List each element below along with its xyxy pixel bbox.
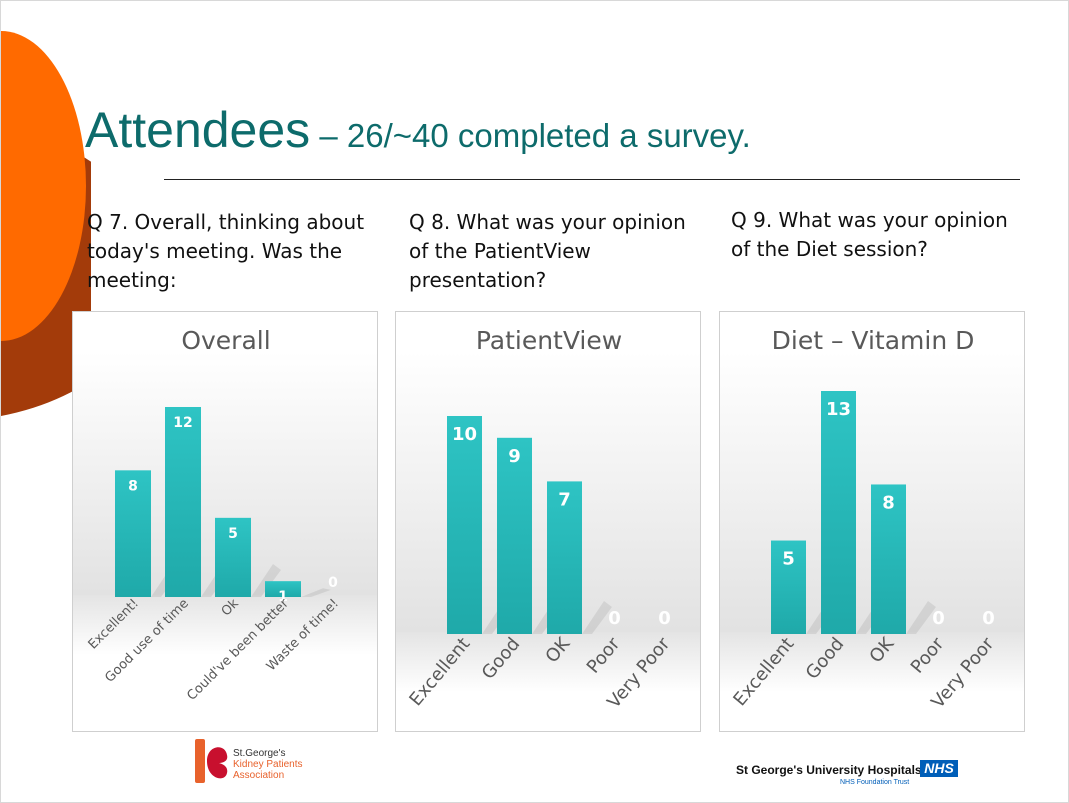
- title-subtitle: – 26/~40 completed a survey.: [310, 117, 751, 154]
- bar-shadow: [906, 601, 936, 634]
- chart-overall: Overall 8 Excellent! 12 Good use of time 5 Ok 1…: [72, 311, 378, 732]
- data-label: 0: [658, 608, 671, 629]
- ska-line-3: Association: [233, 770, 285, 781]
- data-label: 0: [328, 575, 338, 591]
- chart-floor: [396, 632, 700, 692]
- trust-subtitle: NHS Foundation Trust: [840, 779, 910, 786]
- chart-patientview: PatientView 10 Excellent 9 Good 7 OK 0 Poor 0 Very…: [395, 311, 701, 732]
- data-label: 0: [982, 608, 995, 629]
- question-8: Q 8. What was your opinion of the Patien…: [409, 210, 686, 292]
- data-label: 5: [782, 549, 795, 570]
- chart-floor: [73, 595, 377, 655]
- bar: [447, 416, 482, 634]
- data-label: 8: [128, 478, 138, 494]
- bar: [497, 437, 532, 634]
- data-label: 9: [508, 446, 521, 467]
- bar: [547, 481, 582, 634]
- bar: [771, 540, 806, 634]
- trust-name: St George's University Hospitals: [736, 763, 922, 777]
- chart-title: Diet – Vitamin D: [772, 326, 975, 355]
- data-label: 13: [826, 399, 851, 420]
- data-label: 0: [608, 608, 621, 629]
- bar-shadow: [251, 564, 281, 597]
- bar: [871, 484, 906, 634]
- data-label: 5: [228, 526, 238, 542]
- data-label: 0: [932, 608, 945, 629]
- chart-diet: Diet – Vitamin D 5 Excellent 13 Good 8 OK 0 Poor…: [719, 311, 1025, 732]
- bar: [115, 470, 151, 597]
- bar-shadow: [301, 588, 331, 597]
- ska-logo-text: St.George's Kidney Patients Association: [233, 748, 303, 781]
- nhs-badge: NHS: [920, 760, 958, 777]
- bar: [265, 581, 301, 597]
- data-label: 8: [882, 492, 895, 513]
- ska-line-2: Kidney Patients: [233, 759, 303, 770]
- title-divider: [164, 179, 1020, 180]
- chart-title: Overall: [181, 326, 270, 355]
- data-label: 7: [558, 489, 571, 510]
- chart-floor: [720, 632, 1024, 692]
- chart-title: PatientView: [476, 326, 622, 355]
- question-7: Q 7. Overall, thinking about today's mee…: [87, 210, 365, 292]
- slide-title: Attendees – 26/~40 completed a survey.: [85, 101, 751, 159]
- ska-logo-icon: [195, 739, 228, 783]
- chart-patientview-svg: PatientView10Excellent9Good7OK0Poor0Very…: [396, 326, 700, 713]
- chart-diet-svg: Diet – Vitamin D5Excellent13Good8OK0Poor…: [720, 326, 1024, 713]
- ska-line-1: St.George's: [233, 748, 286, 759]
- data-label: 1: [278, 589, 288, 605]
- orange-arc: [1, 31, 86, 341]
- bar: [165, 407, 201, 597]
- title-main: Attendees: [85, 102, 311, 158]
- data-label: 12: [173, 415, 192, 431]
- bar: [215, 517, 251, 597]
- question-9: Q 9. What was your opinion of the Diet s…: [731, 208, 1008, 261]
- bar: [821, 391, 856, 634]
- decorative-arcs: [1, 31, 91, 416]
- bar-shadow: [582, 601, 612, 634]
- data-label: 10: [452, 424, 477, 445]
